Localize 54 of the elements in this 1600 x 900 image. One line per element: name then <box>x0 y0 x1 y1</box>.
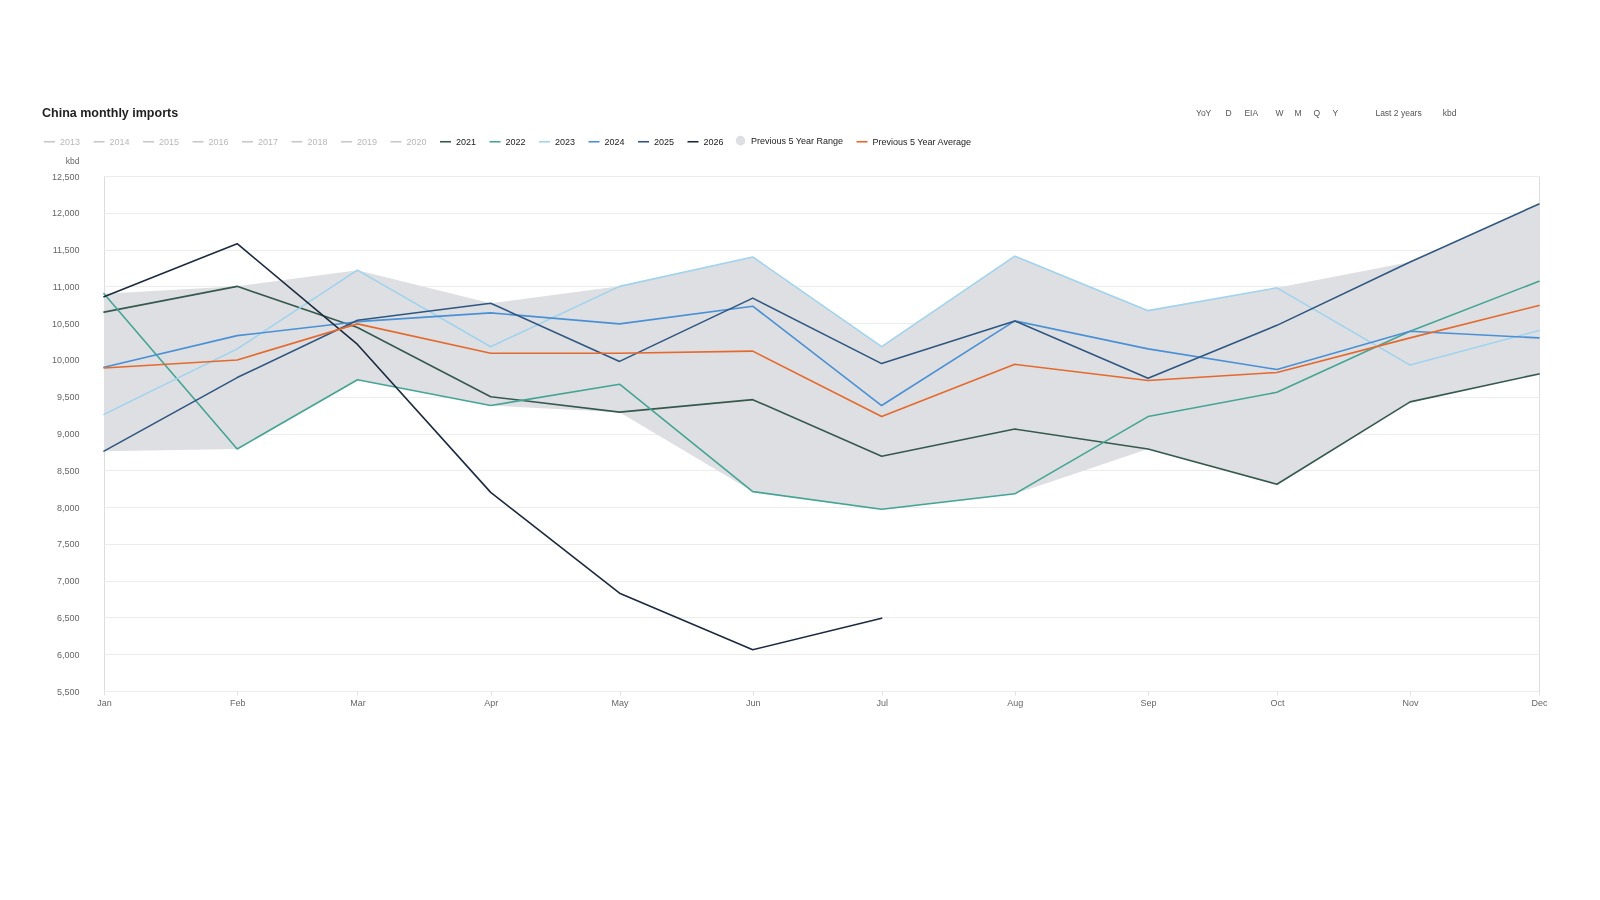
x-tick-label: Jan <box>97 697 112 708</box>
y-tick-label: 8,000 <box>56 502 80 513</box>
x-tick-label: Nov <box>1402 697 1420 708</box>
legend-label: 2022 <box>505 136 526 147</box>
y-tick-label: 10,000 <box>51 355 80 366</box>
legend-label: 2026 <box>703 136 724 147</box>
x-tick-label: Jun <box>746 697 761 708</box>
x-tick-label: Jul <box>876 697 888 708</box>
y-tick-label: 11,000 <box>52 281 80 292</box>
legend-label: 2019 <box>357 136 378 147</box>
text: D <box>1225 108 1232 118</box>
legend-label: 2013 <box>60 136 81 147</box>
y-tick-label: 12,500 <box>51 171 80 182</box>
chart-title: China monthly imports <box>42 105 179 120</box>
legend-label: 2023 <box>555 136 576 147</box>
legend-label: Previous 5 Year Average <box>872 136 971 147</box>
x-tick-label: Aug <box>1007 697 1024 708</box>
text: Last 2 years <box>1375 108 1422 118</box>
y-tick-label: 12,000 <box>51 208 80 219</box>
y-tick-label: 6,000 <box>56 649 80 660</box>
y-axis-title: kbd <box>65 155 80 166</box>
legend-label: 2014 <box>109 136 130 147</box>
text: W <box>1275 108 1284 118</box>
legend-label: 2020 <box>406 136 427 147</box>
x-tick-label: Dec <box>1531 697 1548 708</box>
y-tick-label: 8,500 <box>56 465 80 476</box>
legend-label: 2015 <box>159 136 180 147</box>
x-tick-label: Feb <box>229 697 246 708</box>
y-tick-label: 10,500 <box>51 318 80 329</box>
text: EIA <box>1244 108 1259 118</box>
text: kbd <box>1442 108 1457 118</box>
text: YoY <box>1196 108 1212 118</box>
y-tick-label: 7,500 <box>56 539 80 550</box>
legend-label: 2017 <box>258 136 279 147</box>
legend-label: 2024 <box>604 136 625 147</box>
legend-label: 2016 <box>208 136 229 147</box>
text: M <box>1294 108 1302 118</box>
y-tick-label: 5,500 <box>56 686 80 697</box>
x-tick-label: Oct <box>1270 697 1285 708</box>
x-tick-label: Apr <box>484 697 499 708</box>
x-tick-label: Mar <box>350 697 366 708</box>
text: Q <box>1313 108 1321 118</box>
legend-label: 2018 <box>307 136 328 147</box>
y-tick-label: 9,500 <box>56 392 80 403</box>
x-tick-label: May <box>611 697 630 708</box>
y-tick-label: 9,000 <box>56 429 80 439</box>
legend-label: 2025 <box>654 136 675 147</box>
y-tick-label: 7,000 <box>56 576 80 587</box>
legend-label: Previous 5 Year Range <box>751 135 844 146</box>
legend-label: 2021 <box>456 136 477 147</box>
x-tick-label: Sep <box>1140 697 1157 708</box>
y-tick-label: 6,500 <box>56 612 80 623</box>
text: Y <box>1332 108 1339 118</box>
y-tick-label: 11,500 <box>52 245 80 256</box>
